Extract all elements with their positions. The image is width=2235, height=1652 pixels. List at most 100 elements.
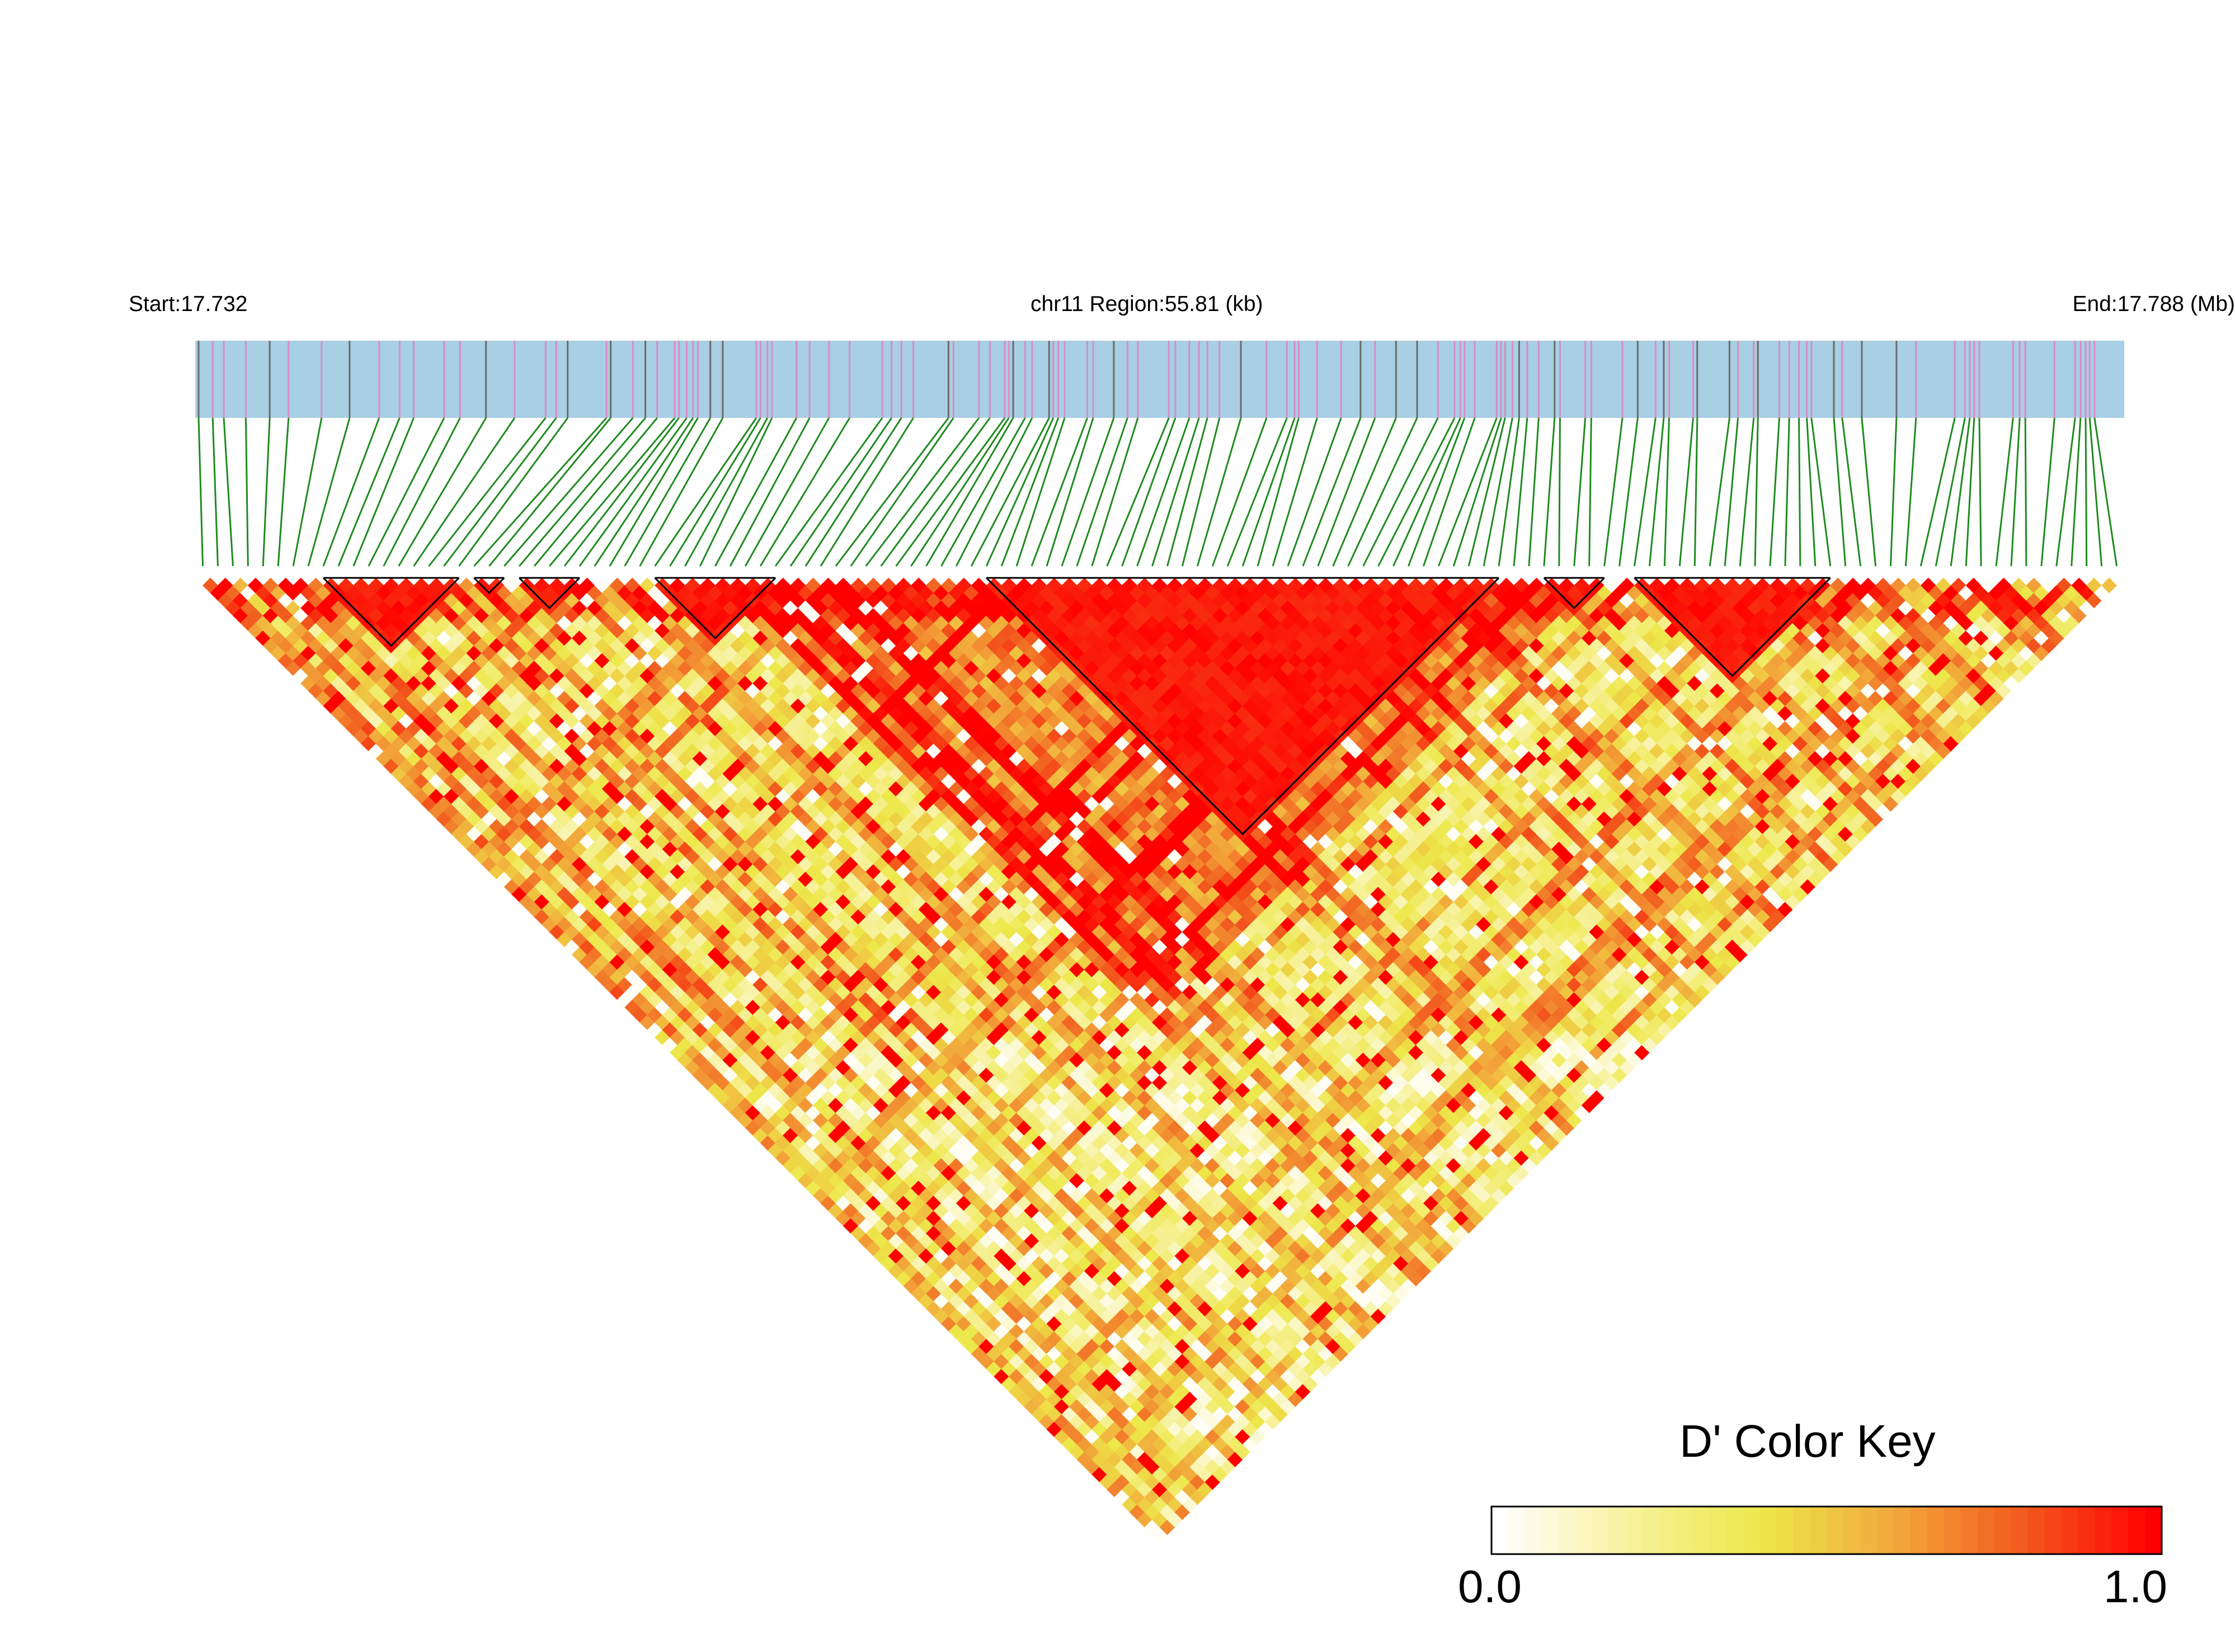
snp-connector	[910, 417, 1010, 567]
snp-connector	[307, 417, 351, 567]
snp-connector	[865, 417, 980, 567]
snp-connector	[1965, 417, 1975, 567]
snp-connector	[1978, 417, 1982, 567]
snp-connector	[609, 417, 699, 567]
snp-connector	[970, 417, 1050, 567]
snp-connector	[428, 417, 547, 567]
snp-connector	[1408, 417, 1466, 567]
snp-connector	[895, 417, 1006, 567]
snp-connector	[322, 417, 380, 567]
snp-connector	[1302, 417, 1362, 567]
snp-connector	[925, 417, 1014, 567]
snp-connector	[473, 417, 608, 567]
snp-connector	[789, 417, 892, 567]
snp-connector	[1272, 417, 1318, 567]
snp-connector	[1724, 417, 1739, 567]
snp-connector	[639, 417, 724, 567]
snp-connector	[1528, 417, 1540, 567]
snp-connector	[1257, 417, 1300, 567]
snp-connector	[2071, 417, 2082, 567]
snp-connector	[383, 417, 461, 567]
snp-connector	[352, 417, 415, 567]
snp-connector	[223, 417, 234, 567]
snp-connector	[850, 417, 954, 567]
snp-connector	[1950, 417, 1971, 567]
snp-connector	[548, 417, 676, 567]
snp-connector	[1648, 417, 1665, 567]
snp-connector	[1678, 417, 1694, 567]
snp-connector	[744, 417, 830, 567]
snp-connector	[1806, 417, 1817, 567]
snp-connector	[684, 417, 769, 567]
snp-connector	[368, 417, 445, 567]
snp-connector	[1347, 417, 1418, 567]
snp-connector	[804, 417, 902, 567]
snp-connector	[1904, 417, 1917, 567]
snp-connector	[1226, 417, 1288, 567]
snp-connector	[1467, 417, 1506, 567]
snp-connector	[211, 417, 219, 567]
snp-connector	[594, 417, 694, 567]
snp-connector	[1889, 417, 1898, 567]
snp-connector	[1693, 417, 1698, 567]
snp-connector	[624, 417, 711, 567]
snp-connector	[1709, 417, 1730, 567]
snp-connector	[1287, 417, 1342, 567]
snp-connector	[1841, 417, 1862, 567]
snp-connector	[1076, 417, 1128, 567]
snp-connector	[774, 417, 883, 567]
snp-connector	[262, 417, 271, 567]
snp-connector	[820, 417, 914, 567]
snp-connector	[337, 417, 401, 567]
snp-connector	[1995, 417, 2014, 567]
snp-connector	[413, 417, 516, 567]
snp-connector	[880, 417, 991, 567]
snp-connector	[488, 417, 611, 567]
snp-connector	[504, 417, 634, 567]
snp-connector	[729, 417, 811, 567]
snp-connector	[1015, 417, 1066, 567]
snp-connector	[669, 417, 761, 567]
snp-connector	[1935, 417, 1966, 567]
snp-connector	[940, 417, 1026, 567]
snp-connector	[1196, 417, 1242, 567]
snp-connector	[244, 417, 249, 567]
snp-connector	[1769, 417, 1781, 567]
snp-connector-lines	[197, 417, 2118, 567]
snp-connector	[578, 417, 688, 567]
snp-connector	[1106, 417, 1170, 567]
snp-connector	[1810, 417, 1832, 567]
snp-connector	[2024, 417, 2027, 567]
snp-connector	[1121, 417, 1177, 567]
snp-connector	[1483, 417, 1513, 567]
snp-connector	[1798, 417, 1801, 567]
snp-connector	[1784, 417, 1790, 567]
snp-connector	[1392, 417, 1461, 567]
snp-connector	[533, 417, 658, 567]
ld-cells	[203, 577, 2117, 1543]
snp-connector	[1031, 417, 1088, 567]
snp-connector	[1739, 417, 1755, 567]
snp-connector	[1558, 417, 1561, 567]
snp-connector	[1046, 417, 1094, 567]
snp-connector	[1000, 417, 1060, 567]
snp-connector	[1166, 417, 1208, 567]
snp-connector	[759, 417, 850, 567]
snp-connector	[1498, 417, 1520, 567]
snp-connector	[1588, 417, 1592, 567]
region-label: chr11 Region:55.81 (kb)	[1031, 292, 1263, 316]
snp-connector	[1377, 417, 1456, 567]
snp-connector	[1211, 417, 1268, 567]
snp-connector	[2055, 417, 2076, 567]
snp-connector	[1422, 417, 1476, 567]
snp-connector	[1362, 417, 1439, 567]
snp-connector	[1091, 417, 1139, 567]
snp-connector	[1634, 417, 1657, 567]
snp-connector	[1754, 417, 1759, 567]
snp-connector	[835, 417, 949, 567]
snp-position-track	[195, 341, 2124, 418]
snp-ticks	[197, 341, 2096, 418]
snp-connector	[714, 417, 797, 567]
end-label: End:17.788 (Mb)	[2072, 292, 2235, 316]
snp-connector	[1317, 417, 1376, 567]
